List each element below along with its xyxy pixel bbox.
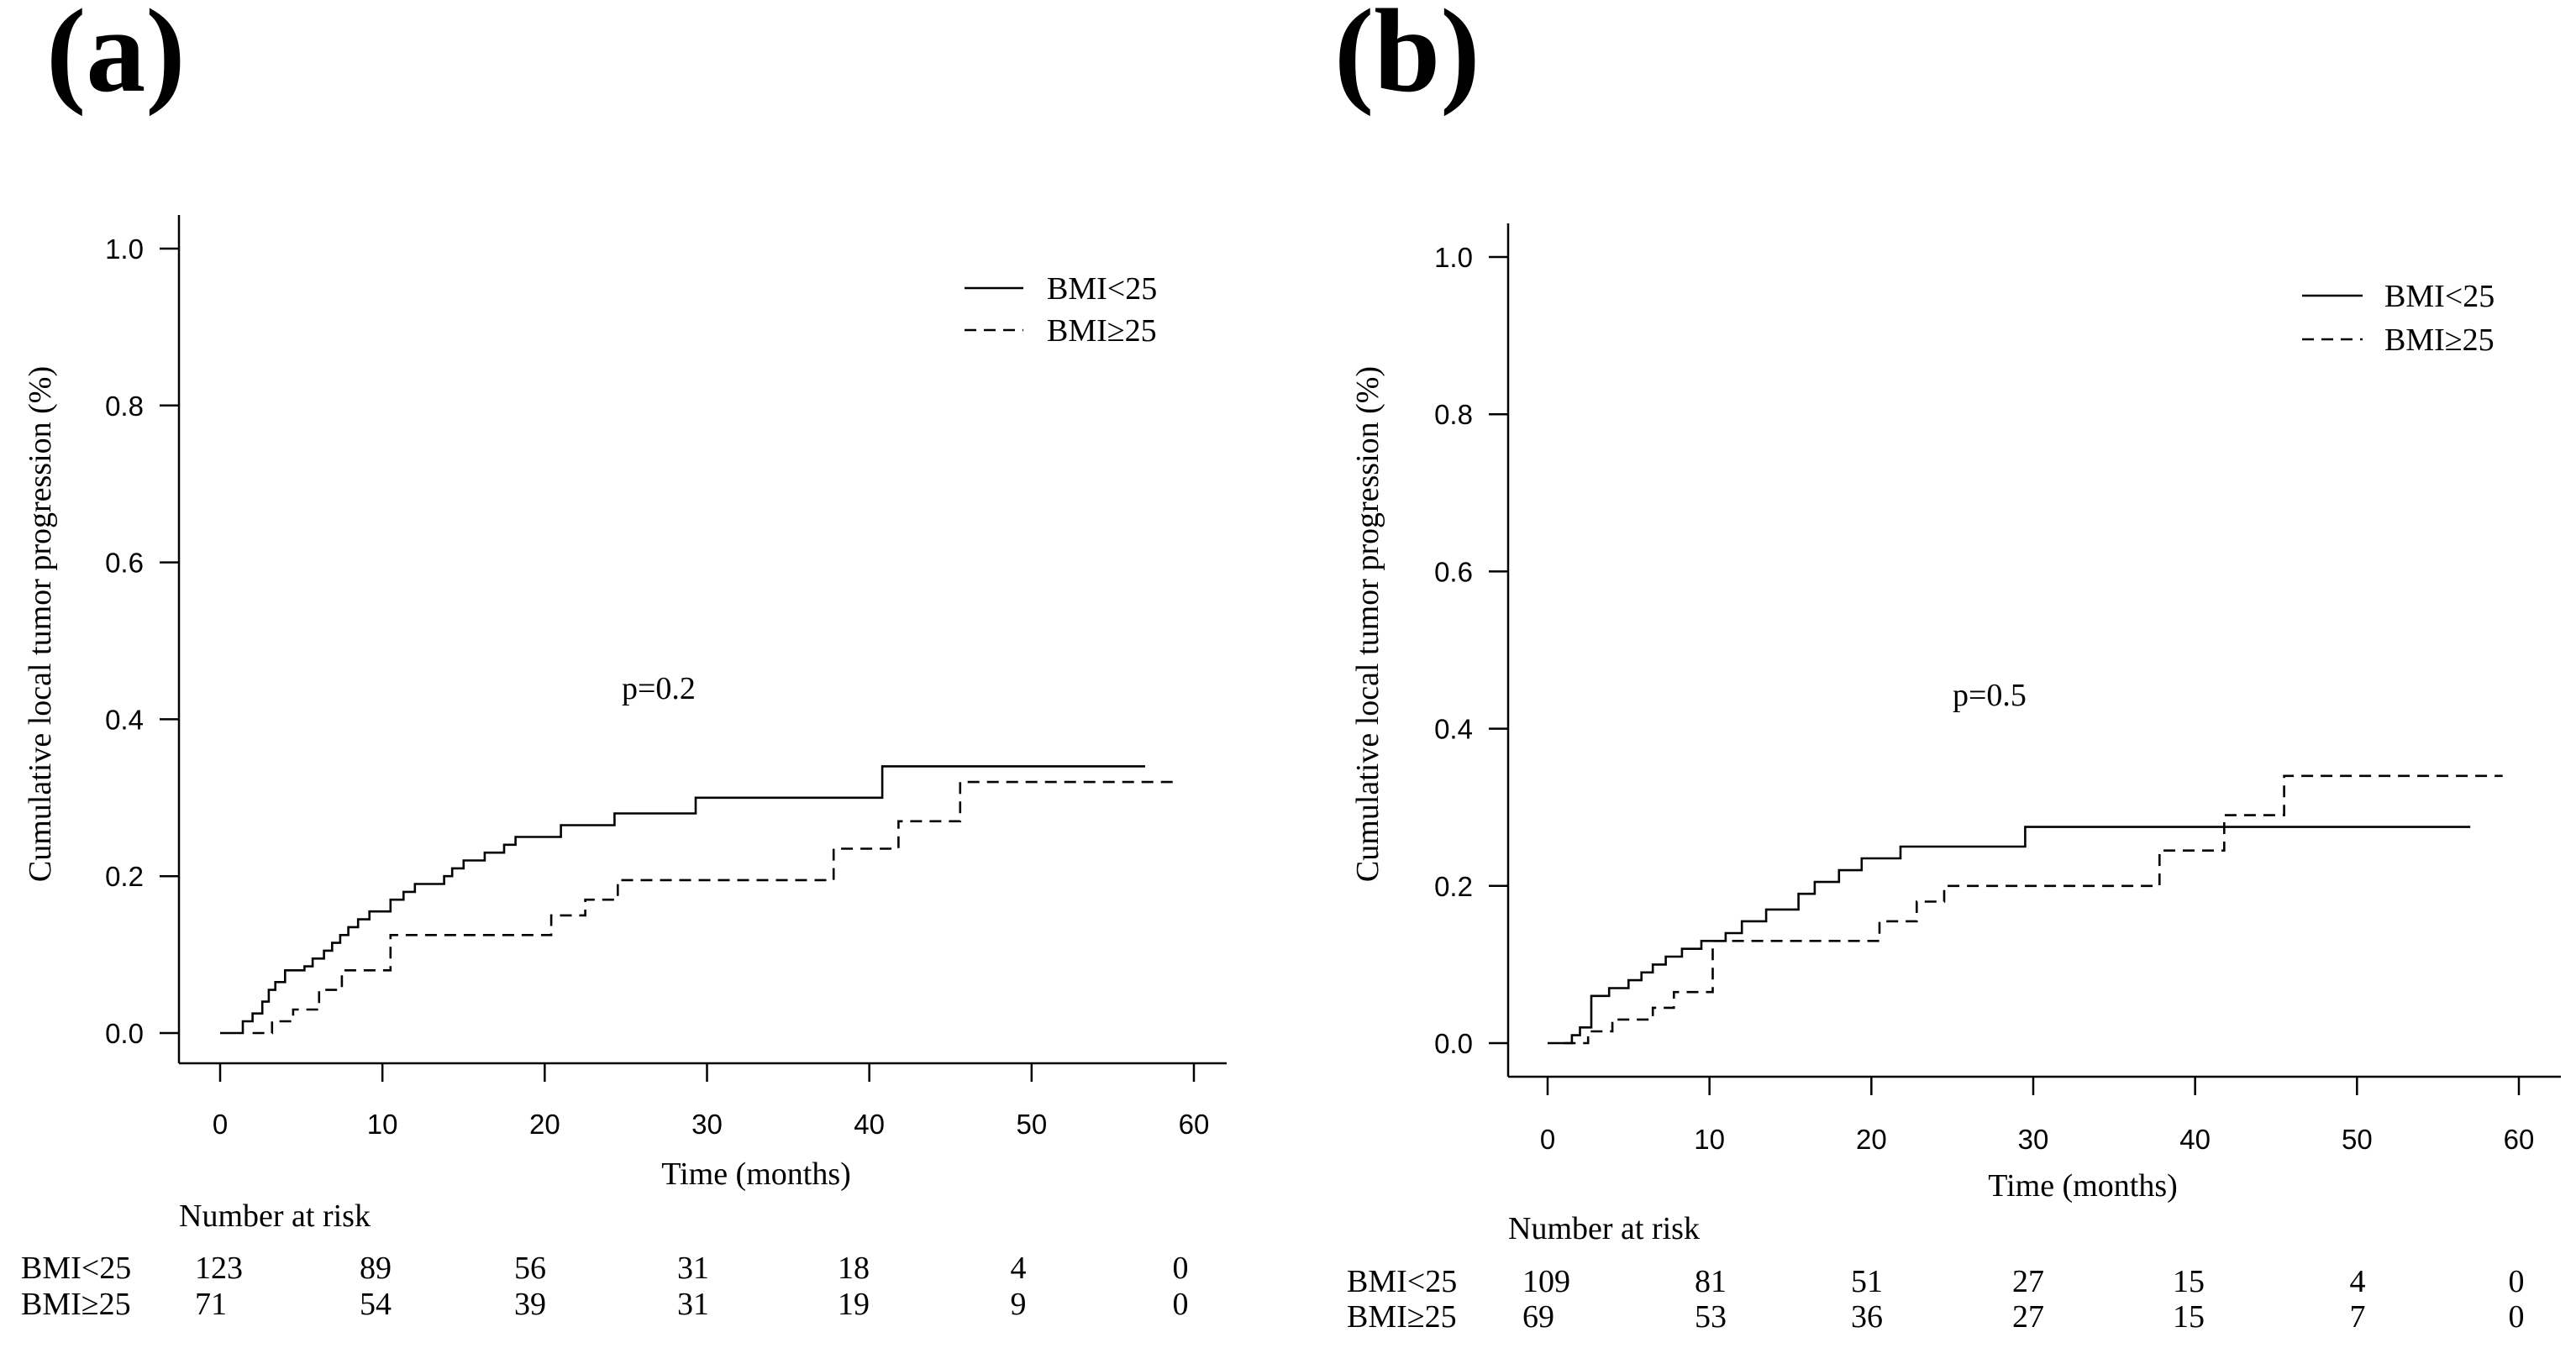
risk-count: 109 xyxy=(1522,1264,1570,1299)
risk-row-label: BMI≥25 xyxy=(1347,1299,1457,1335)
risk-count: 39 xyxy=(514,1287,546,1322)
y-tick-label: 0.2 xyxy=(105,861,144,892)
y-tick-label: 0.2 xyxy=(1434,871,1473,902)
risk-count: 89 xyxy=(360,1251,392,1286)
legend: BMI<25 BMI≥25 xyxy=(2302,279,2495,358)
risk-count: 56 xyxy=(514,1251,546,1286)
risk-table-title: Number at risk xyxy=(1508,1211,1700,1246)
panel-label: (b) xyxy=(1334,0,1480,117)
legend-label: BMI<25 xyxy=(1047,271,1157,307)
risk-count: 18 xyxy=(838,1251,870,1286)
series-line-bmi-ge-25 xyxy=(252,780,1178,1035)
risk-table: Number at risk BMI<25 123 89 56 31 18 4 0 BMI≥25 7… xyxy=(21,1199,1189,1322)
x-tick-label: 0 xyxy=(213,1109,228,1140)
risk-count: 31 xyxy=(677,1251,709,1286)
risk-count: 4 xyxy=(2350,1264,2366,1299)
risk-count: 27 xyxy=(2012,1264,2044,1299)
risk-count: 15 xyxy=(2173,1264,2205,1299)
x-tick-label: 20 xyxy=(529,1109,560,1140)
x-tick-label: 60 xyxy=(2504,1124,2535,1155)
x-tick-label: 30 xyxy=(2018,1124,2049,1155)
y-axis-label: Cumulative local tumor progression (%) xyxy=(23,366,58,882)
risk-count: 71 xyxy=(195,1287,227,1322)
series-line-bmi-lt-25 xyxy=(1548,826,2471,1045)
risk-count: 123 xyxy=(195,1251,243,1286)
risk-row-label: BMI<25 xyxy=(1347,1264,1457,1299)
risk-table-title: Number at risk xyxy=(179,1199,371,1234)
risk-count: 81 xyxy=(1695,1264,1727,1299)
x-tick-label: 10 xyxy=(1694,1124,1725,1155)
y-tick-label: 0.4 xyxy=(105,704,144,735)
y-tick-label: 0.6 xyxy=(1434,556,1473,587)
series-line-bmi-lt-25 xyxy=(220,765,1145,1035)
y-tick-label: 0.4 xyxy=(1434,714,1473,745)
x-tick-label: 50 xyxy=(1016,1109,1047,1140)
x-tick-label: 40 xyxy=(2179,1124,2211,1155)
y-tick-label: 0.0 xyxy=(105,1018,144,1049)
y-tick-label: 0.8 xyxy=(1434,399,1473,430)
risk-count: 27 xyxy=(2012,1299,2044,1335)
risk-count: 4 xyxy=(1011,1251,1027,1286)
risk-count: 0 xyxy=(2509,1264,2525,1299)
series-line-bmi-ge-25 xyxy=(1564,774,2503,1045)
risk-count: 15 xyxy=(2173,1299,2205,1335)
y-tick-label: 0.0 xyxy=(1434,1028,1473,1059)
risk-table: Number at risk BMI<25 109 81 51 27 15 4 0 BMI≥25 6… xyxy=(1347,1211,2525,1335)
risk-count: 54 xyxy=(360,1287,392,1322)
risk-count: 51 xyxy=(1851,1264,1883,1299)
x-axis-label: Time (months) xyxy=(661,1157,851,1192)
risk-count: 31 xyxy=(677,1287,709,1322)
legend-label: BMI<25 xyxy=(2384,279,2495,314)
y-axis-label: Cumulative local tumor progression (%) xyxy=(1350,366,1385,882)
y-tick-label: 0.6 xyxy=(105,548,144,579)
risk-count: 0 xyxy=(1173,1251,1189,1286)
y-tick-label: 1.0 xyxy=(105,233,144,265)
legend-label: BMI≥25 xyxy=(1047,313,1157,349)
y-tick-label: 1.0 xyxy=(1434,242,1473,273)
legend: BMI<25 BMI≥25 xyxy=(965,271,1157,349)
risk-count: 0 xyxy=(1173,1287,1189,1322)
x-tick-label: 50 xyxy=(2342,1124,2373,1155)
risk-count: 9 xyxy=(1011,1287,1027,1322)
legend-label: BMI≥25 xyxy=(2384,323,2495,358)
p-value-annotation: p=0.5 xyxy=(1953,678,2027,713)
x-tick-label: 20 xyxy=(1856,1124,1887,1155)
y-tick-label: 0.8 xyxy=(105,391,144,422)
risk-count: 7 xyxy=(2350,1299,2366,1335)
risk-row-label: BMI≥25 xyxy=(21,1287,131,1322)
risk-count: 53 xyxy=(1695,1299,1727,1335)
risk-count: 69 xyxy=(1522,1299,1554,1335)
x-tick-label: 10 xyxy=(367,1109,398,1140)
panel-label: (a) xyxy=(46,0,186,117)
x-tick-label: 0 xyxy=(1540,1124,1555,1155)
risk-row-label: BMI<25 xyxy=(21,1251,131,1286)
x-tick-label: 30 xyxy=(691,1109,723,1140)
risk-count: 0 xyxy=(2509,1299,2525,1335)
risk-count: 19 xyxy=(838,1287,870,1322)
x-axis-label: Time (months) xyxy=(1988,1168,2178,1204)
x-tick-label: 40 xyxy=(854,1109,885,1140)
risk-count: 36 xyxy=(1851,1299,1883,1335)
x-tick-label: 60 xyxy=(1179,1109,1210,1140)
p-value-annotation: p=0.2 xyxy=(622,671,696,706)
